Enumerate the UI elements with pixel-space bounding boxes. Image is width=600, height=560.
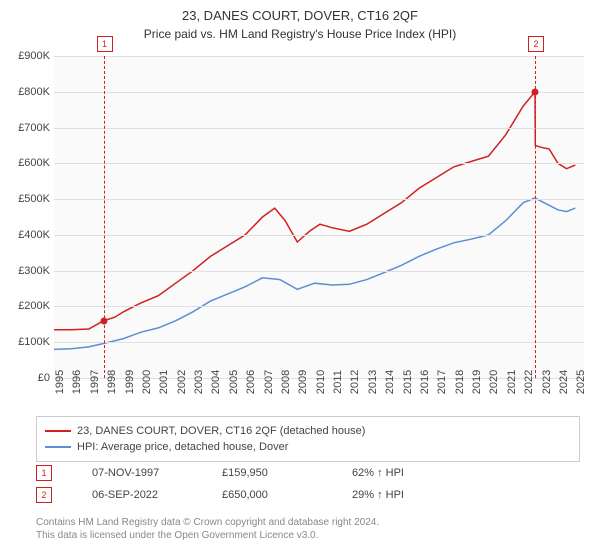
x-tick-label: 2022 — [523, 370, 535, 394]
gridline — [54, 306, 584, 307]
legend-label: HPI: Average price, detached house, Dove… — [77, 441, 288, 453]
x-tick-label: 1998 — [106, 370, 118, 394]
event-marker: 2 — [36, 487, 52, 503]
x-tick-label: 2019 — [471, 370, 483, 394]
gridline — [54, 199, 584, 200]
x-tick-label: 2013 — [367, 370, 379, 394]
x-tick-label: 2001 — [158, 370, 170, 394]
x-tick-label: 2011 — [332, 370, 344, 394]
x-tick-label: 2024 — [558, 370, 570, 394]
x-tick-label: 2006 — [245, 370, 257, 394]
chart-container: 23, DANES COURT, DOVER, CT16 2QF Price p… — [0, 0, 600, 560]
y-tick-label: £100K — [18, 336, 50, 348]
x-tick-label: 2016 — [419, 370, 431, 394]
gridline — [54, 56, 584, 57]
x-tick-label: 1996 — [71, 370, 83, 394]
x-tick-label: 2020 — [488, 370, 500, 394]
marker-dot — [100, 317, 107, 324]
gridline — [54, 92, 584, 93]
marker-label: 2 — [528, 36, 544, 52]
x-tick-label: 1997 — [89, 370, 101, 394]
x-tick-label: 2017 — [436, 370, 448, 394]
footer-line-1: Contains HM Land Registry data © Crown c… — [36, 516, 379, 529]
x-tick-label: 2014 — [384, 370, 396, 394]
x-tick-label: 2000 — [141, 370, 153, 394]
y-tick-label: £700K — [18, 122, 50, 134]
marker-dot — [531, 88, 538, 95]
event-row: 2 06-SEP-2022 £650,000 29% ↑ HPI — [36, 484, 442, 506]
x-tick-label: 2025 — [575, 370, 587, 394]
event-price: £650,000 — [222, 489, 312, 501]
gridline — [54, 342, 584, 343]
x-tick-label: 2004 — [210, 370, 222, 394]
x-tick-label: 2002 — [176, 370, 188, 394]
event-date: 06-SEP-2022 — [92, 489, 182, 501]
legend-label: 23, DANES COURT, DOVER, CT16 2QF (detach… — [77, 425, 365, 437]
x-tick-label: 2007 — [263, 370, 275, 394]
y-tick-label: £200K — [18, 300, 50, 312]
y-tick-label: £300K — [18, 265, 50, 277]
gridline — [54, 271, 584, 272]
event-delta: 29% ↑ HPI — [352, 489, 442, 501]
x-tick-label: 2003 — [193, 370, 205, 394]
event-delta: 62% ↑ HPI — [352, 467, 442, 479]
event-date: 07-NOV-1997 — [92, 467, 182, 479]
legend-swatch — [45, 446, 71, 448]
chart-lines — [54, 56, 584, 378]
y-tick-label: £900K — [18, 50, 50, 62]
x-tick-label: 2010 — [315, 370, 327, 394]
gridline — [54, 128, 584, 129]
x-tick-label: 2015 — [402, 370, 414, 394]
events-table: 1 07-NOV-1997 £159,950 62% ↑ HPI 2 06-SEP-202… — [36, 462, 442, 506]
footer-attribution: Contains HM Land Registry data © Crown c… — [36, 516, 379, 542]
legend-item: 23, DANES COURT, DOVER, CT16 2QF (detach… — [45, 423, 571, 439]
y-tick-label: £0 — [38, 372, 50, 384]
gridline — [54, 163, 584, 164]
x-tick-label: 2005 — [228, 370, 240, 394]
x-tick-label: 1995 — [54, 370, 66, 394]
legend-item: HPI: Average price, detached house, Dove… — [45, 439, 571, 455]
x-tick-label: 2009 — [297, 370, 309, 394]
y-tick-label: £600K — [18, 157, 50, 169]
x-tick-label: 2012 — [349, 370, 361, 394]
y-tick-label: £500K — [18, 193, 50, 205]
x-tick-label: 2023 — [541, 370, 553, 394]
marker-line — [535, 56, 536, 378]
event-price: £159,950 — [222, 467, 312, 479]
marker-label: 1 — [97, 36, 113, 52]
x-tick-label: 2021 — [506, 370, 518, 394]
legend: 23, DANES COURT, DOVER, CT16 2QF (detach… — [36, 416, 580, 462]
x-tick-label: 2008 — [280, 370, 292, 394]
marker-line — [104, 56, 105, 378]
chart-title: 23, DANES COURT, DOVER, CT16 2QF — [0, 0, 600, 23]
chart-subtitle: Price paid vs. HM Land Registry's House … — [0, 23, 600, 41]
plot-area: £0£100K£200K£300K£400K£500K£600K£700K£80… — [54, 56, 584, 378]
event-marker: 1 — [36, 465, 52, 481]
legend-swatch — [45, 430, 71, 432]
footer-line-2: This data is licensed under the Open Gov… — [36, 529, 379, 542]
series-hpi — [54, 198, 575, 349]
gridline — [54, 235, 584, 236]
y-tick-label: £400K — [18, 229, 50, 241]
x-tick-label: 1999 — [124, 370, 136, 394]
x-tick-label: 2018 — [454, 370, 466, 394]
event-row: 1 07-NOV-1997 £159,950 62% ↑ HPI — [36, 462, 442, 484]
y-tick-label: £800K — [18, 86, 50, 98]
